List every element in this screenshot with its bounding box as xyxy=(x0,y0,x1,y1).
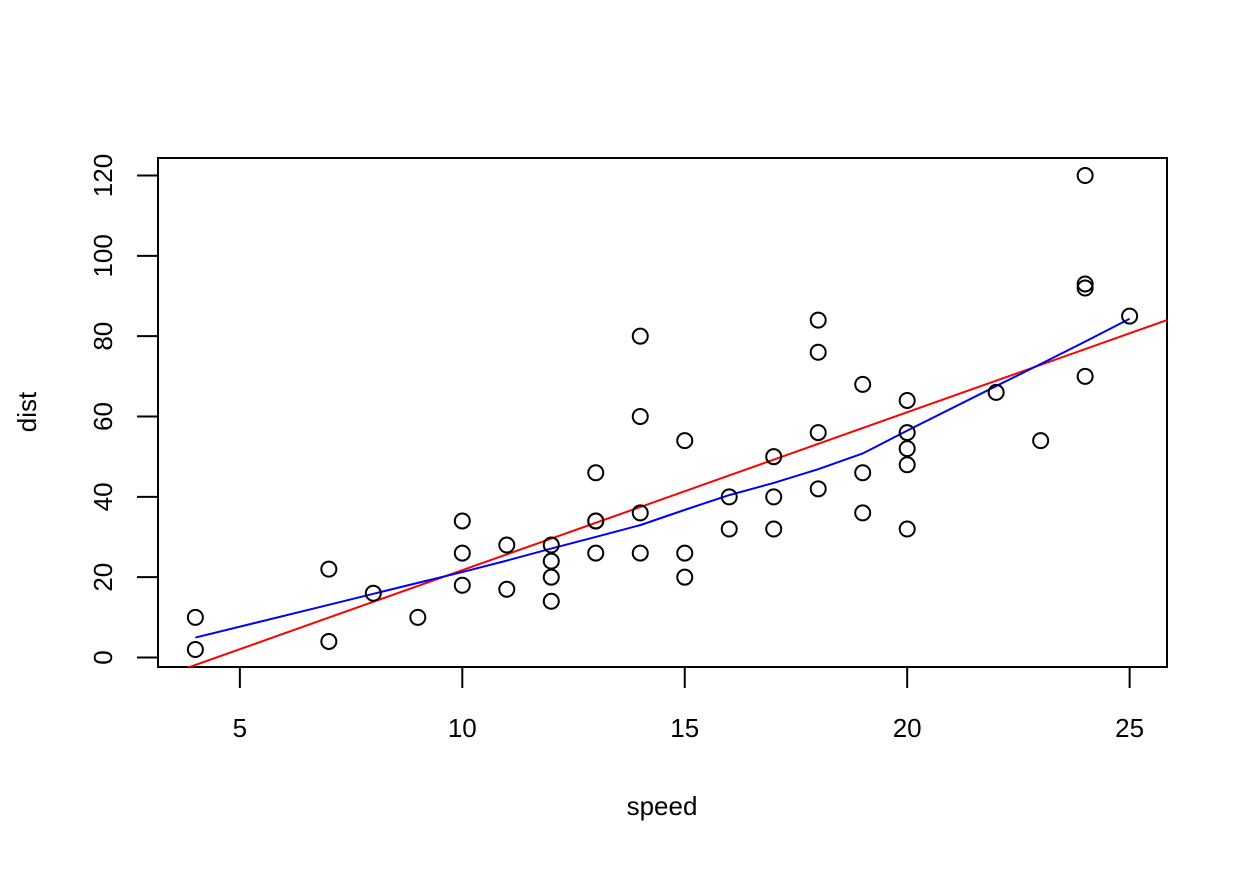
data-point xyxy=(765,520,783,538)
data-point xyxy=(542,568,560,586)
data-point xyxy=(676,568,694,586)
data-point xyxy=(898,456,916,474)
data-point xyxy=(364,584,382,602)
data-point xyxy=(676,544,694,562)
y-tick-label: 0 xyxy=(88,650,118,664)
data-point xyxy=(987,383,1005,401)
y-tick-label: 80 xyxy=(88,322,118,351)
data-points xyxy=(186,167,1139,658)
data-point xyxy=(631,544,649,562)
fit-lines xyxy=(186,317,1167,667)
data-point xyxy=(898,424,916,442)
y-tick-label: 60 xyxy=(88,402,118,431)
y-tick-label: 100 xyxy=(88,234,118,277)
data-point xyxy=(453,512,471,530)
data-point xyxy=(765,488,783,506)
data-point xyxy=(631,504,649,522)
data-point xyxy=(320,632,338,650)
data-point xyxy=(809,480,827,498)
data-point xyxy=(809,311,827,329)
data-point xyxy=(1032,432,1050,450)
data-point xyxy=(720,488,738,506)
data-point xyxy=(542,536,560,554)
data-point xyxy=(765,448,783,466)
data-point xyxy=(898,520,916,538)
data-point xyxy=(854,464,872,482)
data-point xyxy=(676,432,694,450)
data-point xyxy=(453,544,471,562)
x-tick-label: 15 xyxy=(670,713,699,743)
x-tick-label: 25 xyxy=(1115,713,1144,743)
data-point xyxy=(809,343,827,361)
y-tick-label: 120 xyxy=(88,154,118,197)
data-point xyxy=(1121,307,1139,325)
data-point xyxy=(587,464,605,482)
data-point xyxy=(320,560,338,578)
y-axis: 0 20 40 60 80 100 120 xyxy=(88,154,159,665)
data-point xyxy=(898,440,916,458)
data-point xyxy=(1076,279,1094,297)
y-axis-title: dist xyxy=(12,391,42,432)
data-point xyxy=(1076,275,1094,293)
data-point xyxy=(587,512,605,530)
data-point xyxy=(854,504,872,522)
smoothed-line xyxy=(195,317,1131,639)
data-point xyxy=(854,375,872,393)
y-tick-label: 40 xyxy=(88,482,118,511)
data-point xyxy=(898,391,916,409)
data-point xyxy=(587,544,605,562)
y-tick-label: 20 xyxy=(88,563,118,592)
data-point xyxy=(631,408,649,426)
x-tick-label: 20 xyxy=(893,713,922,743)
data-point xyxy=(720,520,738,538)
data-point xyxy=(1076,167,1094,185)
data-point xyxy=(498,580,516,598)
x-axis: 5 10 15 20 25 xyxy=(233,666,1144,743)
x-tick-label: 10 xyxy=(448,713,477,743)
regression-line xyxy=(186,319,1167,667)
data-point xyxy=(498,536,516,554)
x-tick-label: 5 xyxy=(233,713,247,743)
data-point xyxy=(186,640,204,658)
data-point xyxy=(1076,367,1094,385)
data-point xyxy=(542,592,560,610)
data-point xyxy=(453,576,471,594)
data-point xyxy=(631,327,649,345)
data-point xyxy=(409,608,427,626)
data-point xyxy=(809,424,827,442)
data-point xyxy=(186,608,204,626)
data-point xyxy=(542,552,560,570)
x-axis-title: speed xyxy=(627,791,698,821)
